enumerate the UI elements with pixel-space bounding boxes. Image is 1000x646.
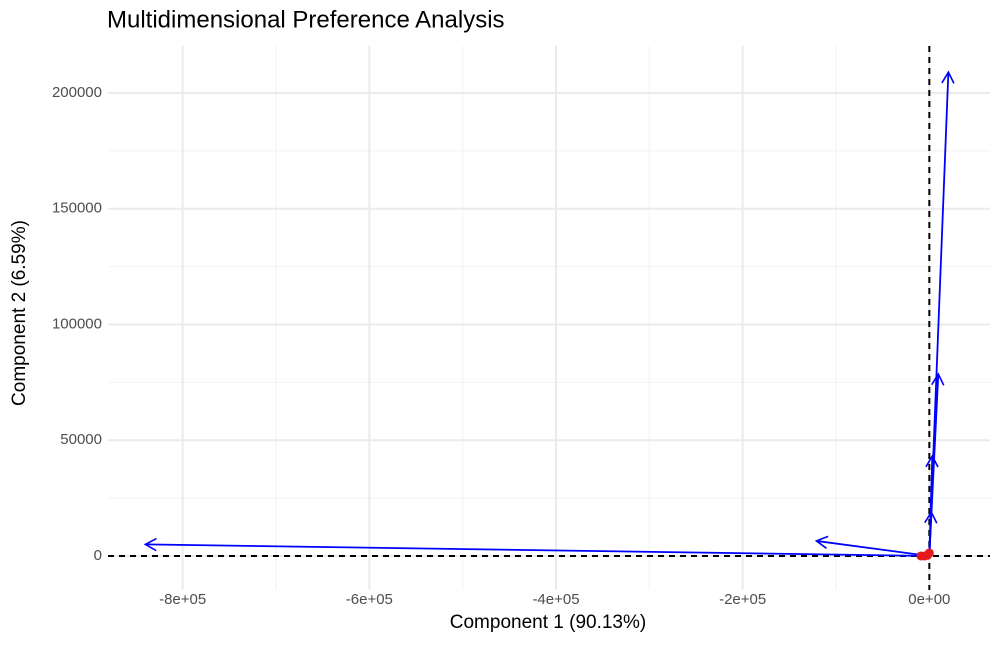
x-axis-title: Component 1 (90.13%)	[450, 612, 646, 633]
x-tick-label: 0e+00	[908, 591, 950, 608]
y-tick-label: 200000	[52, 84, 102, 101]
loading-arrow	[143, 537, 930, 557]
y-tick-label: 100000	[52, 315, 102, 332]
loading-arrow	[814, 535, 930, 557]
y-tick-label: 0	[94, 547, 102, 564]
score-point	[924, 548, 934, 558]
x-tick-label: -2e+05	[719, 591, 766, 608]
x-tick-label: -6e+05	[346, 591, 393, 608]
y-axis-title: Component 2 (6.59%)	[9, 220, 30, 406]
chart-title: Multidimensional Preference Analysis	[107, 6, 505, 33]
y-tick-label: 50000	[60, 431, 102, 448]
y-tick-label: 150000	[52, 200, 102, 217]
x-tick-label: -4e+05	[532, 591, 579, 608]
x-tick-label: -8e+05	[159, 591, 206, 608]
